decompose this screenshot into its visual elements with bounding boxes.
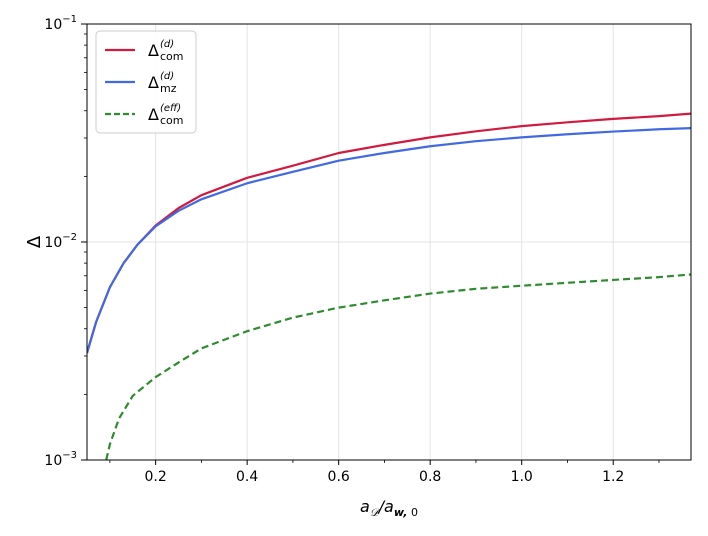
legend-entry-0: Δ (d)com xyxy=(148,39,184,63)
x-label-sub3: 0 xyxy=(407,506,418,519)
x-axis-label: a𝒟/aw, 0 xyxy=(360,497,418,519)
x-tick-label: 1.0 xyxy=(511,469,533,485)
x-label-sub1: 𝒟 xyxy=(370,506,381,519)
y-tick-label: 10−3 xyxy=(44,450,77,469)
x-label-sub2: w, xyxy=(394,506,408,519)
x-tick-label: 1.2 xyxy=(602,469,624,485)
x-tick-label: 0.6 xyxy=(328,469,350,485)
x-label-slash: /a xyxy=(377,497,394,516)
y-tick-exponent: −1 xyxy=(62,14,77,25)
legend-subscript: com xyxy=(160,114,184,127)
x-tick-label: 0.2 xyxy=(145,469,167,485)
legend-subscript: com xyxy=(160,50,184,63)
legend-subscript: mz xyxy=(160,82,177,95)
y-tick-base: 10 xyxy=(44,453,62,469)
legend-symbol: Δ xyxy=(148,105,159,124)
legend-superscript: (eff) xyxy=(160,103,181,114)
y-tick-base: 10 xyxy=(44,17,62,33)
legend-superscript: (d) xyxy=(160,71,174,82)
legend-entry-2: Δ (eff)com xyxy=(148,103,184,127)
axes: 0.2 0.4 0.6 0.8 1.0 1.210−310−210−1a𝒟/aw, 0Δ xyxy=(24,14,660,519)
x-tick-label: 0.8 xyxy=(419,469,441,485)
legend-symbol: Δ xyxy=(148,73,159,92)
plot-series xyxy=(87,112,691,460)
y-tick-label: 10−1 xyxy=(44,14,77,33)
y-tick-label: 10−2 xyxy=(44,232,77,251)
y-tick-base: 10 xyxy=(44,235,62,251)
series-line-2 xyxy=(105,273,691,460)
series-line-1 xyxy=(87,127,691,354)
legend-superscript: (d) xyxy=(160,39,174,50)
legend-entry-1: Δ (d)mz xyxy=(148,71,177,95)
legend-box xyxy=(95,30,197,134)
y-tick-exponent: −3 xyxy=(62,450,77,461)
y-tick-exponent: −2 xyxy=(62,232,77,243)
y-axis-label: Δ xyxy=(24,235,45,248)
x-label-a: a xyxy=(360,497,370,516)
legend-symbol: Δ xyxy=(148,41,159,60)
x-tick-label: 0.4 xyxy=(236,469,258,485)
